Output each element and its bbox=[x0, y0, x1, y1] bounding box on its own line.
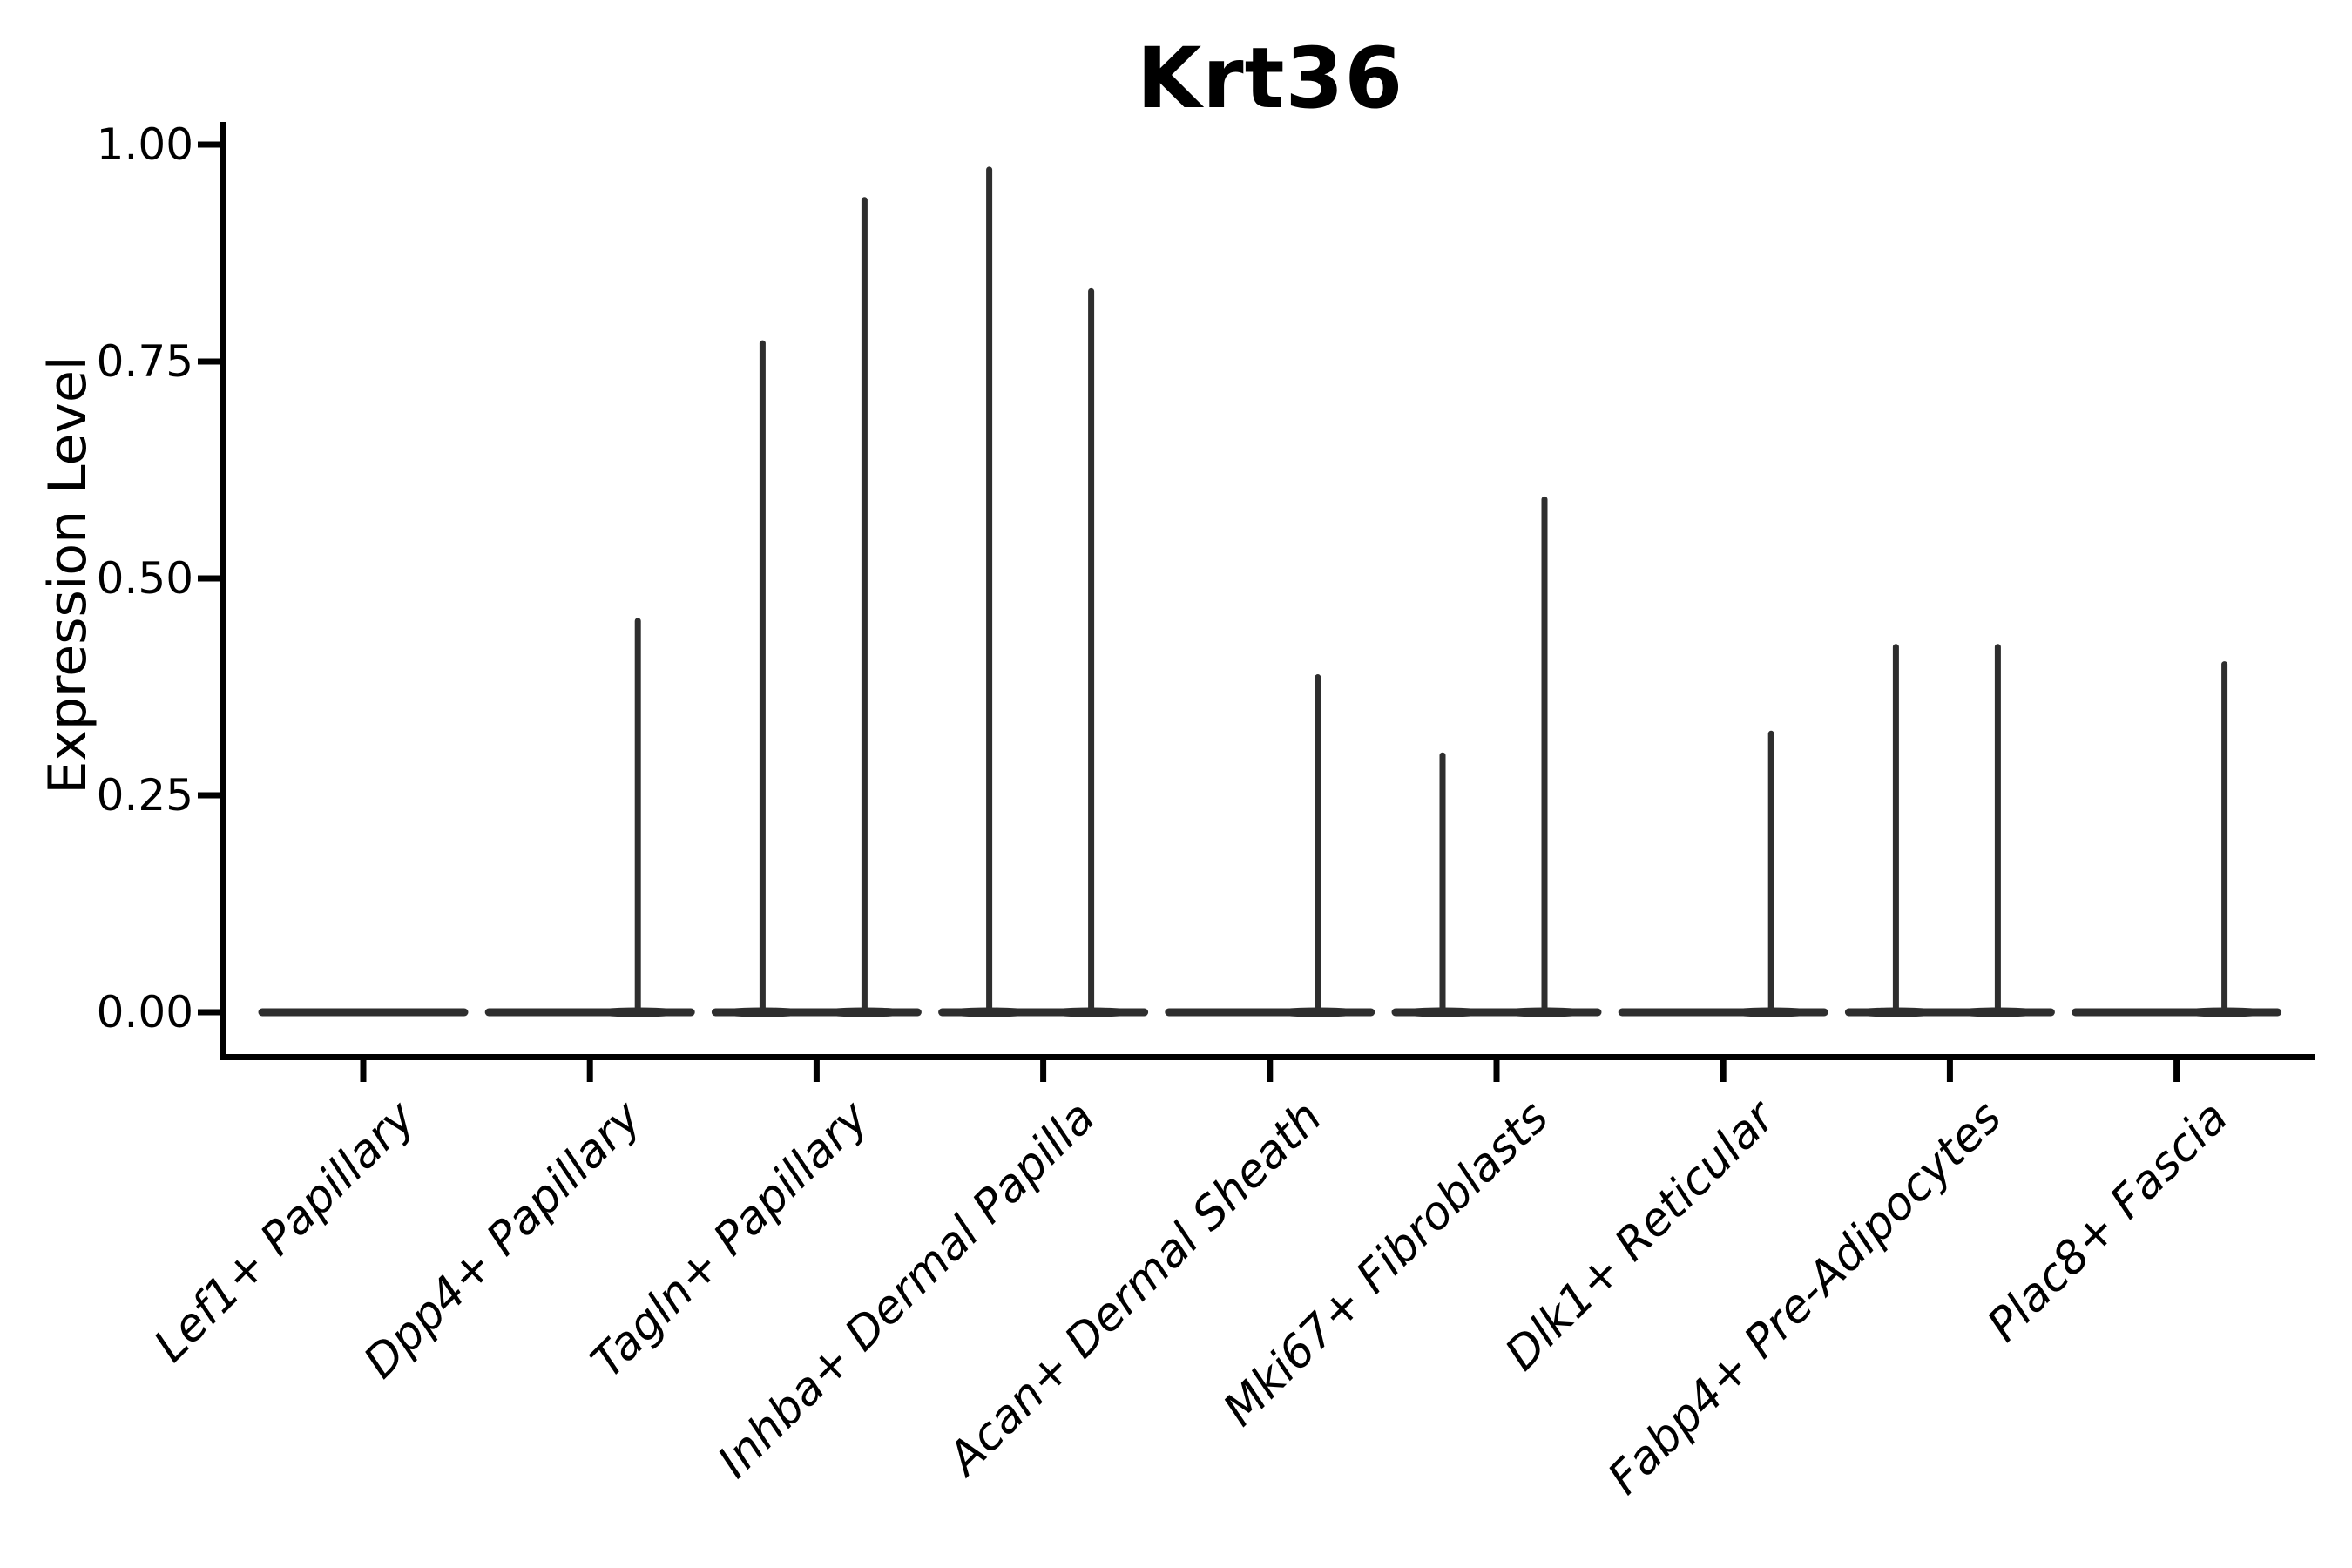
y-tick-mark bbox=[198, 1009, 220, 1016]
x-tick-mark bbox=[1267, 1060, 1274, 1082]
x-tick-mark bbox=[360, 1060, 367, 1082]
y-tick-mark bbox=[198, 792, 220, 799]
x-axis-spine bbox=[220, 1054, 2315, 1060]
y-axis-title: Expression Level bbox=[37, 355, 98, 794]
chart-title: Krt36 bbox=[1136, 30, 1404, 127]
x-tick-mark bbox=[1946, 1060, 1953, 1082]
x-tick-mark bbox=[1040, 1060, 1047, 1082]
y-tick-label: 0.75 bbox=[96, 336, 193, 387]
x-tick-mark bbox=[1493, 1060, 1500, 1082]
y-tick-mark bbox=[198, 141, 220, 148]
x-tick-mark bbox=[813, 1060, 820, 1082]
y-tick-label: 0.25 bbox=[96, 770, 193, 821]
y-tick-label: 1.00 bbox=[96, 119, 193, 170]
y-tick-mark bbox=[198, 358, 220, 365]
y-tick-label: 0.50 bbox=[96, 553, 193, 604]
x-tick-mark bbox=[1720, 1060, 1727, 1082]
y-tick-mark bbox=[198, 575, 220, 582]
y-tick-label: 0.00 bbox=[96, 987, 193, 1037]
y-axis-spine bbox=[220, 122, 226, 1060]
x-tick-mark bbox=[586, 1060, 593, 1082]
x-tick-mark bbox=[2173, 1060, 2180, 1082]
